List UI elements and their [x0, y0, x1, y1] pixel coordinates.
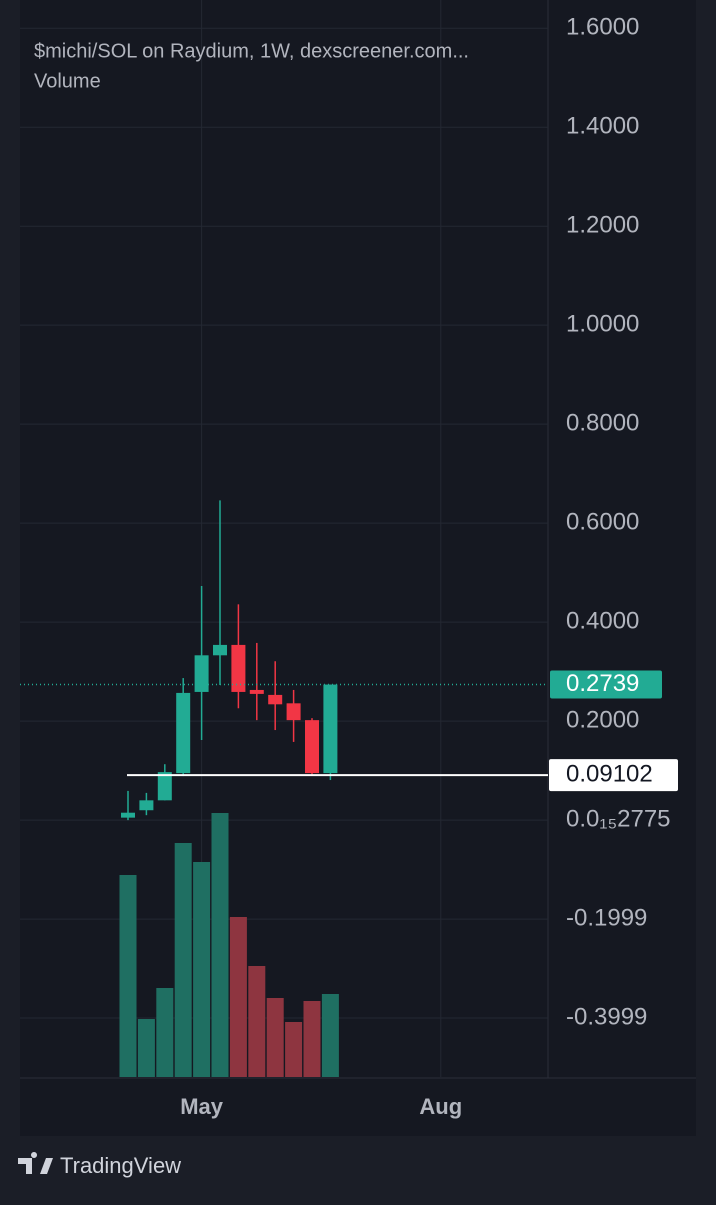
- y-tick-label: 0.4000: [566, 607, 639, 634]
- y-tick-label: 1.0000: [566, 311, 639, 338]
- volume-bar: [303, 1001, 321, 1077]
- volume-bar: [211, 813, 229, 1077]
- y-tick-label: -0.1999: [566, 904, 647, 931]
- y-tick-label: 1.2000: [566, 212, 639, 239]
- x-tick-label: May: [180, 1094, 224, 1119]
- candle-body: [121, 812, 135, 818]
- y-tick-label: 1.4000: [566, 113, 639, 140]
- volume-bar: [266, 998, 284, 1077]
- volume-bar: [193, 862, 211, 1077]
- x-tick-label: Aug: [419, 1094, 462, 1119]
- y-tick-label: 1.6000: [566, 14, 639, 41]
- candle-body: [139, 800, 154, 811]
- y-tick-label: 0.2000: [566, 706, 639, 733]
- y-tick-label: 0.0₁₅2775: [566, 805, 671, 832]
- y-tick-label: 0.8000: [566, 410, 639, 437]
- y-tick-label: -0.3999: [566, 1003, 647, 1030]
- candle-body: [286, 703, 301, 721]
- marks: [20, 500, 548, 1077]
- volume-bar: [156, 988, 174, 1077]
- volume-bar: [119, 875, 137, 1077]
- chart-title: $michi/SOL on Raydium, 1W, dexscreener.c…: [34, 40, 469, 62]
- candle-body: [323, 684, 338, 774]
- volume-bar: [229, 917, 247, 1077]
- volume-bar: [174, 843, 192, 1077]
- candle-body: [231, 644, 246, 692]
- volume-bar: [137, 1019, 155, 1077]
- candle-body: [268, 694, 283, 705]
- brand-name: TradingView: [60, 1153, 181, 1178]
- volume-bar: [321, 994, 339, 1077]
- candle-body: [249, 689, 264, 694]
- horizontal-line-tag: [549, 759, 678, 792]
- last-price-tag: [550, 670, 662, 699]
- y-tick-label: 0.6000: [566, 509, 639, 536]
- volume-bar: [285, 1022, 303, 1077]
- last-price-label: 0.2739: [566, 670, 639, 697]
- grid: [20, 0, 548, 1077]
- candle-body: [157, 772, 172, 801]
- volume-label: Volume: [34, 70, 101, 92]
- volume-bar: [248, 966, 266, 1077]
- candle-body: [213, 644, 227, 656]
- logo-icon: [18, 1152, 53, 1174]
- brand-logo: TradingView: [18, 1152, 181, 1178]
- candle-body: [176, 692, 191, 774]
- horizontal-line-label: 0.09102: [566, 760, 653, 787]
- candle-body: [194, 655, 209, 692]
- candle-body: [305, 720, 319, 774]
